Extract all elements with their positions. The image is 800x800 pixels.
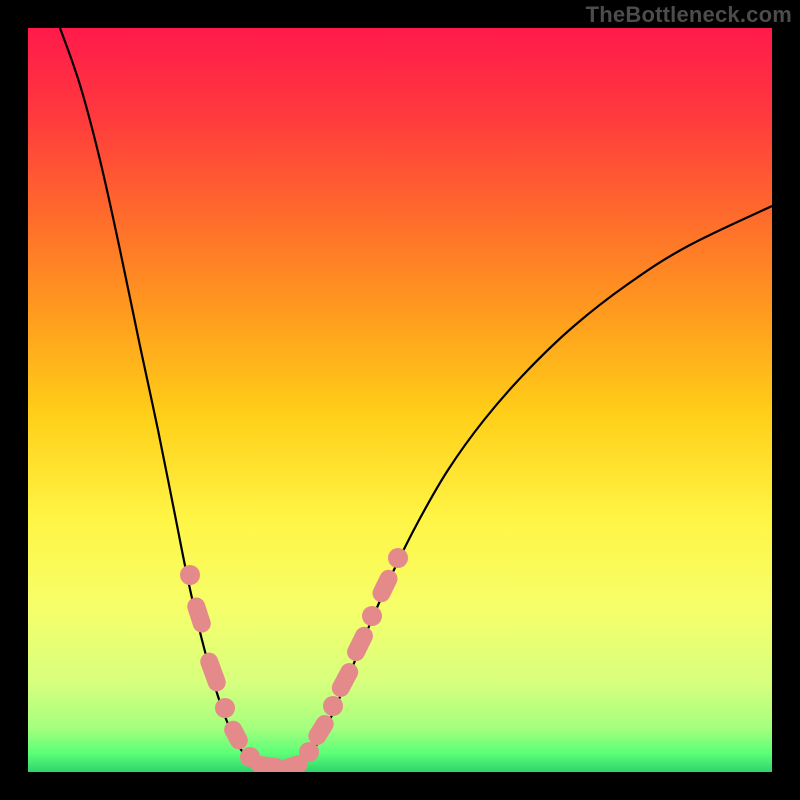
plot-background — [28, 28, 772, 772]
figure-root: TheBottleneck.com — [0, 0, 800, 800]
chart-svg — [0, 0, 800, 800]
marker-dot — [388, 548, 408, 568]
marker-dot — [180, 565, 200, 585]
marker-dot — [362, 606, 382, 626]
watermark-text: TheBottleneck.com — [586, 2, 792, 28]
marker-dot — [299, 742, 319, 762]
marker-dot — [215, 698, 235, 718]
marker-dot — [323, 696, 343, 716]
